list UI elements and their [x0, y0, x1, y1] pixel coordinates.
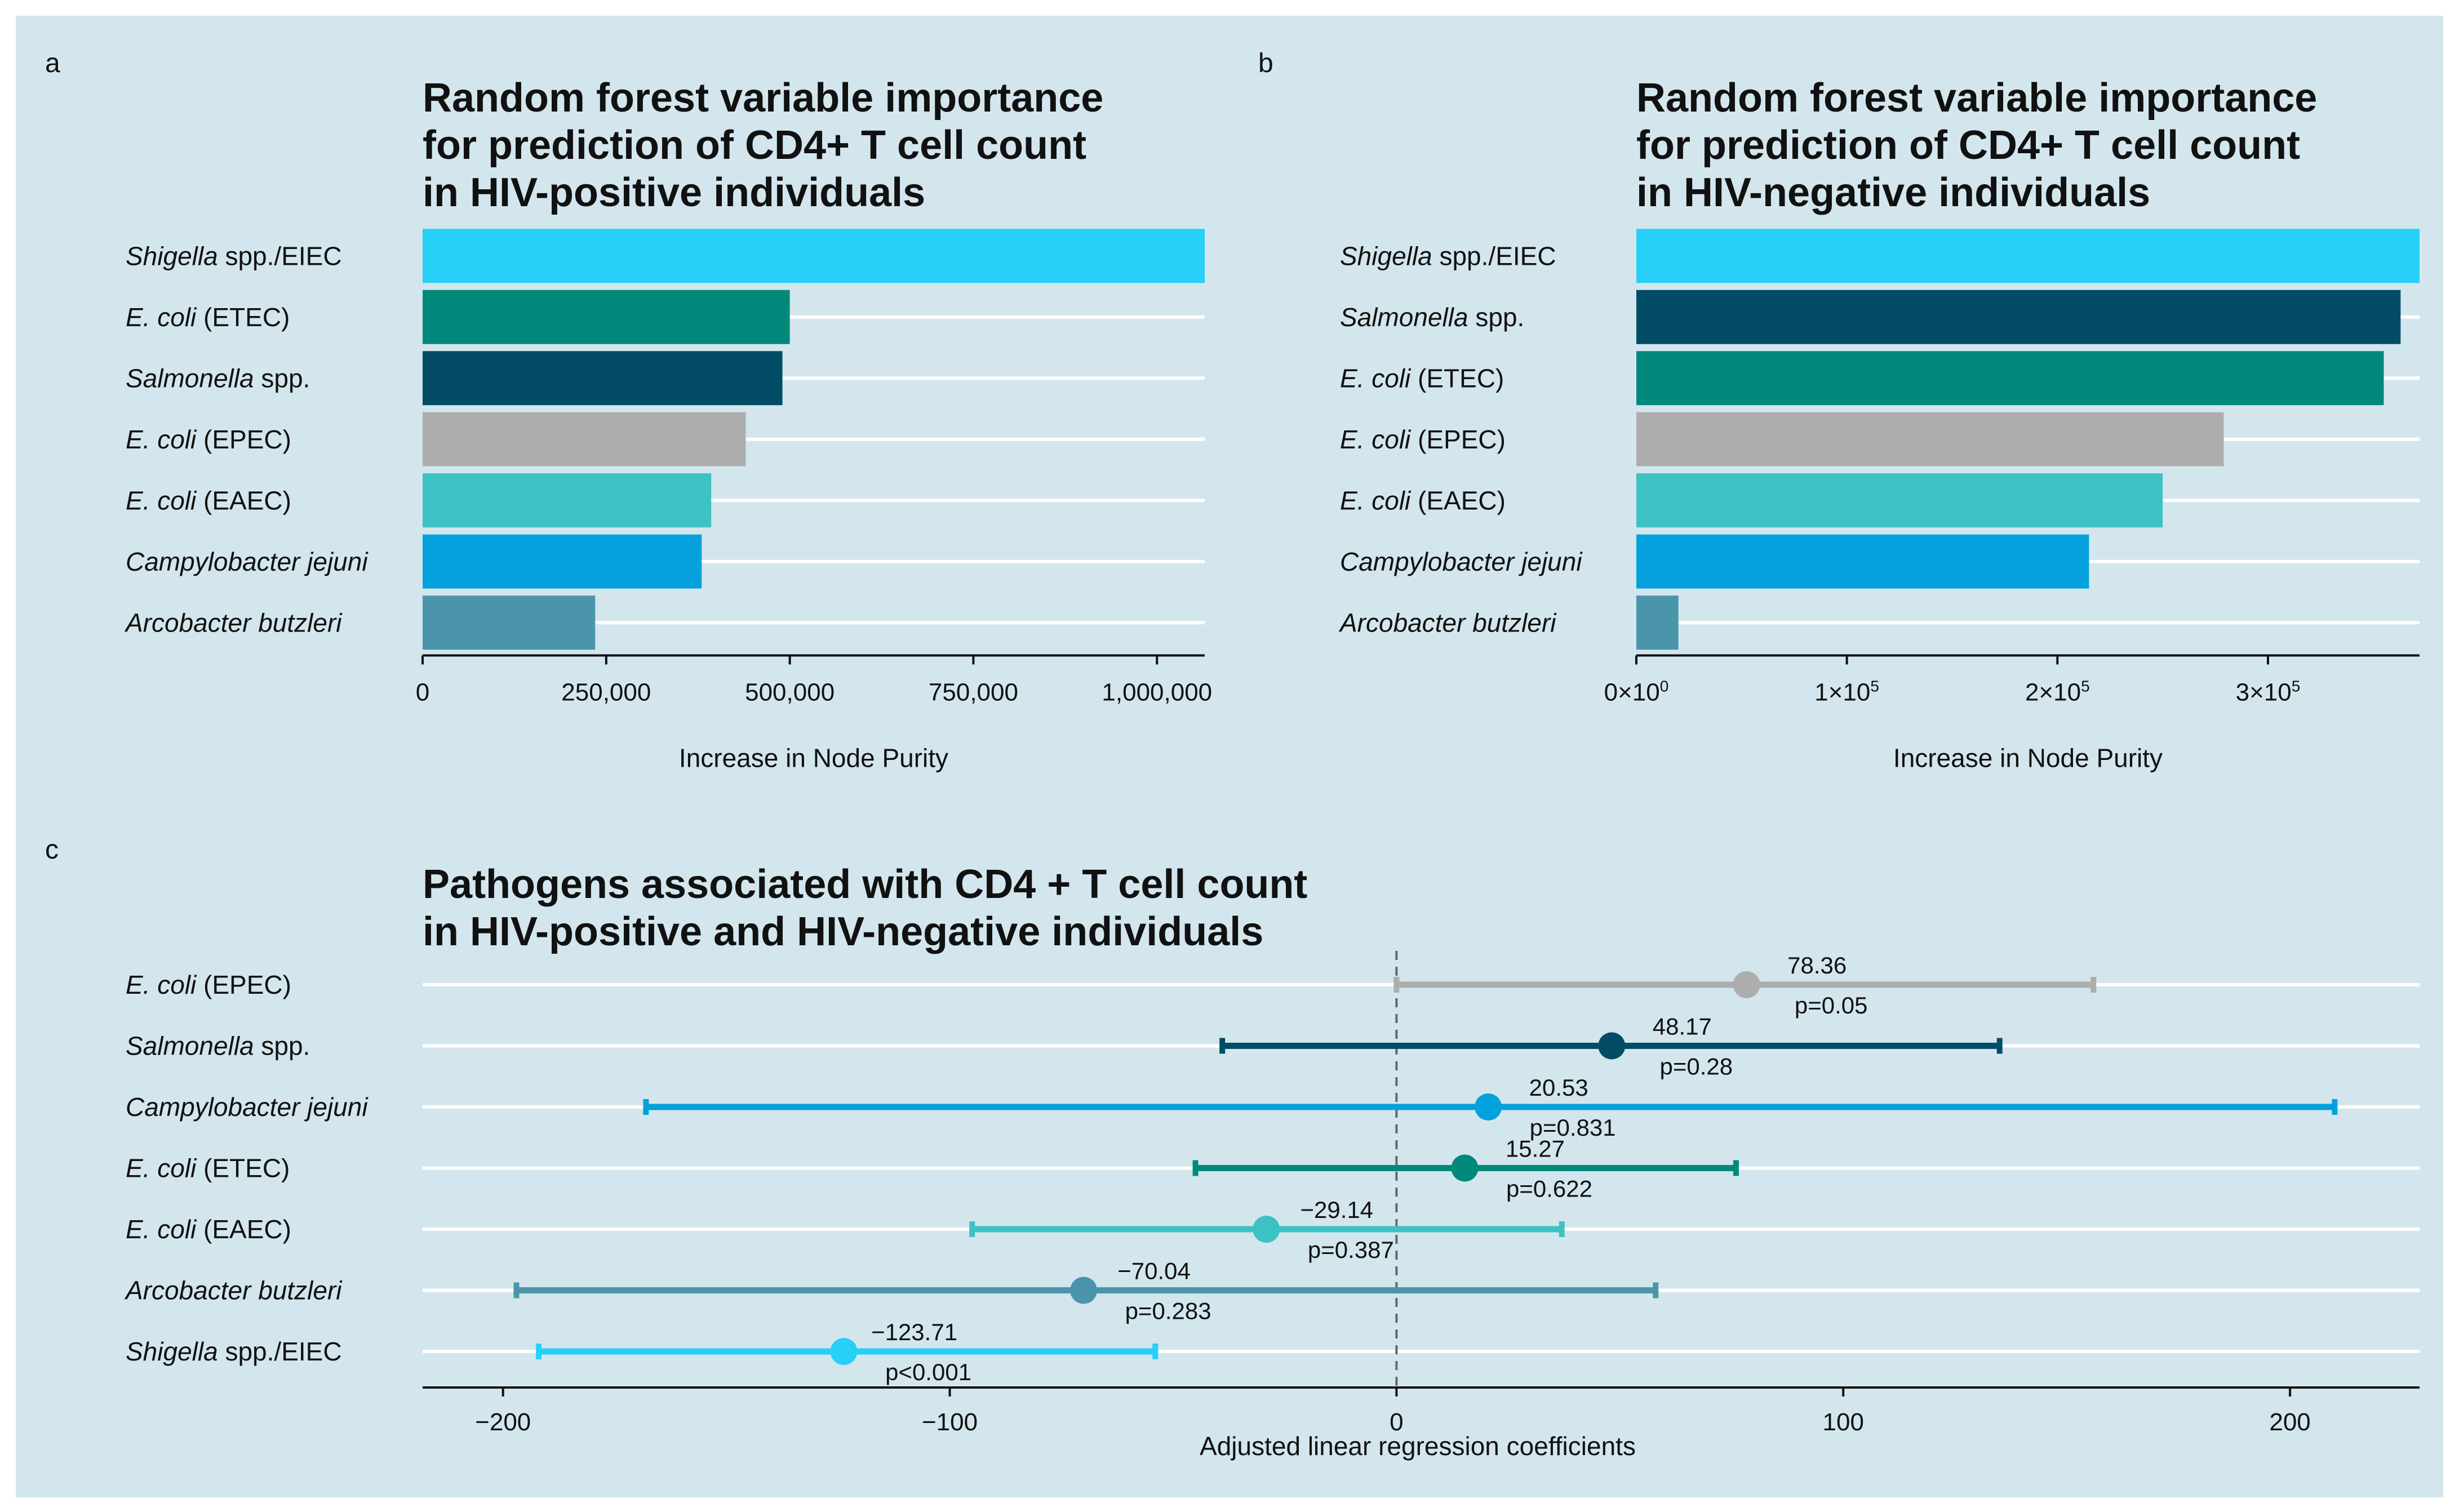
x-tick-label: 3×105	[2236, 678, 2301, 706]
p-value-label: p=0.831	[1530, 1114, 1616, 1141]
estimate-label: 78.36	[1787, 952, 1847, 979]
category-label: Shigella spp./EIEC	[126, 241, 342, 270]
category-label: E. coli (EPEC)	[1340, 425, 1506, 454]
category-label: E. coli (EPEC)	[126, 425, 291, 454]
p-value-label: p=0.387	[1308, 1237, 1394, 1263]
chart-c: Pathogens associated with CD4 + T cell c…	[124, 862, 2420, 1461]
category-label: E. coli (EPEC)	[126, 970, 291, 999]
category-label: Salmonella spp.	[126, 1031, 310, 1061]
p-value-label: p<0.001	[885, 1359, 971, 1385]
bar[interactable]	[1636, 290, 2401, 344]
p-value-label: p=0.622	[1506, 1176, 1592, 1202]
p-value-label: p=0.28	[1659, 1053, 1733, 1080]
p-value-label: p=0.05	[1795, 992, 1868, 1019]
chart-title-line: in HIV-positive individuals	[423, 170, 925, 215]
category-label: Arcobacter butzleri	[1338, 608, 1557, 637]
x-tick-label: 0	[1390, 1408, 1403, 1436]
category-label: Shigella spp./EIEC	[126, 1337, 342, 1366]
bar[interactable]	[1636, 473, 2163, 528]
category-label: E. coli (EAEC)	[126, 486, 291, 515]
x-tick-label: 500,000	[745, 679, 835, 706]
chart-title-line: in HIV-negative individuals	[1636, 170, 2150, 215]
estimate-point[interactable]	[1451, 1154, 1479, 1182]
panel-letter-a: a	[45, 48, 60, 78]
x-tick-label: 0	[416, 679, 429, 706]
estimate-point[interactable]	[1475, 1093, 1502, 1120]
category-label: Campylobacter jejuni	[126, 547, 369, 576]
category-label: Campylobacter jejuni	[1340, 547, 1583, 576]
bar[interactable]	[423, 229, 1205, 283]
x-tick-label: 1×105	[1814, 678, 1879, 706]
chart-title-line: for prediction of CD4+ T cell count	[423, 123, 1086, 168]
estimate-point[interactable]	[1253, 1216, 1280, 1243]
estimate-label: −70.04	[1117, 1258, 1191, 1284]
panel-letter-c: c	[45, 835, 59, 865]
x-tick-label: −200	[475, 1408, 531, 1436]
category-label: E. coli (ETEC)	[126, 303, 290, 332]
estimate-label: 15.27	[1506, 1136, 1565, 1162]
bar[interactable]	[423, 534, 702, 589]
chart-title-line: Random forest variable importance	[1636, 75, 2317, 121]
x-tick-label: 1,000,000	[1102, 679, 1212, 706]
bar[interactable]	[423, 412, 746, 466]
bar[interactable]	[423, 473, 712, 528]
estimate-label: 20.53	[1529, 1074, 1588, 1101]
category-label: E. coli (ETEC)	[126, 1154, 290, 1183]
estimate-point[interactable]	[830, 1338, 858, 1365]
category-label: E. coli (EAEC)	[126, 1215, 291, 1244]
bar[interactable]	[1636, 412, 2224, 466]
x-tick-label: 2×105	[2025, 678, 2090, 706]
category-label: Arcobacter butzleri	[124, 608, 343, 637]
category-label: Salmonella spp.	[1340, 303, 1524, 332]
category-label: Salmonella spp.	[126, 363, 310, 393]
category-label: Shigella spp./EIEC	[1340, 241, 1556, 270]
x-tick-label: 250,000	[561, 679, 651, 706]
bar[interactable]	[1636, 534, 2089, 589]
figure-panel: a b c Random forest variable importance for …	[16, 16, 2443, 1497]
bar[interactable]	[1636, 229, 2420, 283]
chart-title-line: for prediction of CD4+ T cell count	[1636, 123, 2300, 168]
bar[interactable]	[423, 351, 783, 406]
bar[interactable]	[1636, 595, 1679, 650]
category-label: Arcobacter butzleri	[124, 1276, 343, 1305]
x-tick-label: 0×100	[1604, 678, 1669, 706]
estimate-label: −29.14	[1300, 1197, 1374, 1223]
chart-title-line: Pathogens associated with CD4 + T cell c…	[423, 862, 1307, 907]
estimate-point[interactable]	[1070, 1277, 1098, 1304]
x-tick-label: −100	[922, 1408, 978, 1436]
bar[interactable]	[1636, 351, 2384, 406]
p-value-label: p=0.283	[1125, 1298, 1211, 1324]
x-tick-label: 200	[2269, 1408, 2310, 1436]
estimate-label: 48.17	[1653, 1013, 1712, 1040]
category-label: E. coli (EAEC)	[1340, 486, 1506, 515]
bar[interactable]	[423, 290, 790, 344]
x-tick-label: 100	[1823, 1408, 1864, 1436]
estimate-point[interactable]	[1598, 1032, 1626, 1060]
x-axis-title: Adjusted linear regression coefficients	[1200, 1431, 1636, 1461]
bar[interactable]	[423, 595, 596, 650]
category-label: Campylobacter jejuni	[126, 1092, 369, 1122]
estimate-label: −123.71	[871, 1319, 957, 1345]
x-axis-title: Increase in Node Purity	[679, 744, 948, 773]
chart-title-line: in HIV-positive and HIV-negative individ…	[423, 909, 1263, 954]
chart-title-line: Random forest variable importance	[423, 75, 1103, 121]
x-tick-label: 750,000	[929, 679, 1018, 706]
estimate-point[interactable]	[1733, 971, 1760, 998]
x-axis-title: Increase in Node Purity	[1893, 744, 2163, 773]
category-label: E. coli (ETEC)	[1340, 363, 1504, 393]
panel-letter-b: b	[1258, 48, 1273, 78]
